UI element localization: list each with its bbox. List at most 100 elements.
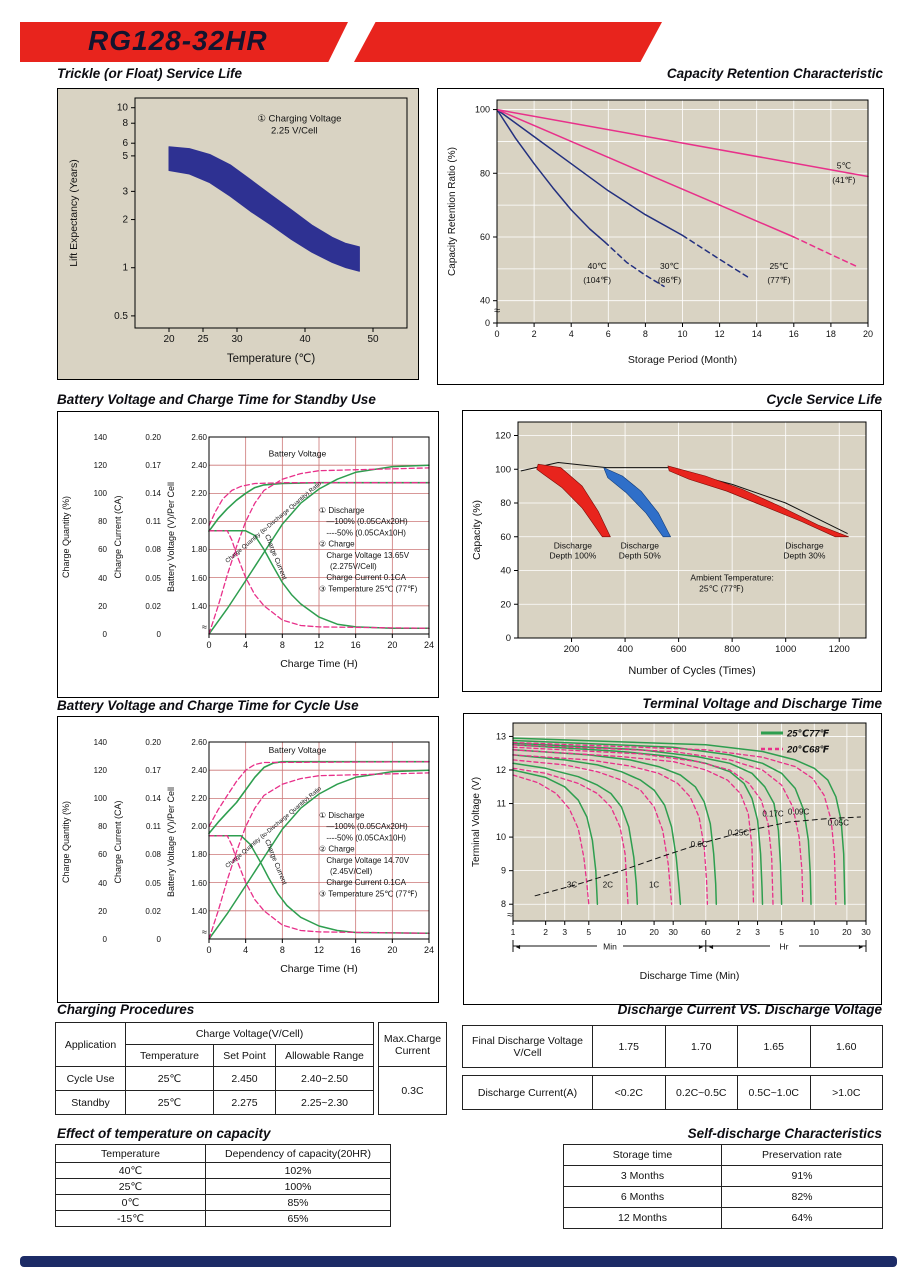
svg-text:40℃: 40℃ — [588, 261, 607, 271]
svg-text:Battery Voltage (V)/Per Cell: Battery Voltage (V)/Per Cell — [166, 482, 176, 592]
svg-text:60: 60 — [480, 232, 490, 242]
svg-text:③ Temperature 25℃ (77℉): ③ Temperature 25℃ (77℉) — [319, 584, 418, 593]
svg-text:8: 8 — [280, 945, 285, 955]
svg-text:20: 20 — [863, 329, 873, 339]
svg-text:2: 2 — [532, 329, 537, 339]
svg-text:6: 6 — [122, 138, 128, 149]
svg-text:0.20: 0.20 — [145, 433, 161, 442]
self-discharge-table: Storage time Preservation rate 3 Months … — [563, 1144, 883, 1229]
table-cell: 2.25~2.30 — [274, 1090, 375, 1115]
svg-text:----50% (0.05CAx10H): ----50% (0.05CAx10H) — [326, 528, 406, 537]
table-cell: 2.450 — [213, 1066, 276, 1091]
svg-text:20℃68℉: 20℃68℉ — [786, 745, 830, 756]
table-cell: 0.2C~0.5C — [664, 1075, 738, 1110]
svg-text:25: 25 — [197, 334, 209, 345]
svg-text:Charge Time (H): Charge Time (H) — [280, 658, 358, 670]
section-title-trickle: Trickle (or Float) Service Life — [57, 66, 243, 81]
svg-text:►: ► — [858, 944, 865, 951]
svg-text:30: 30 — [231, 334, 243, 345]
svg-text:Hr: Hr — [780, 942, 789, 952]
svg-text:0.17: 0.17 — [145, 766, 161, 775]
table-cell: Final Discharge Voltage V/Cell — [462, 1025, 593, 1068]
svg-text:1.40: 1.40 — [191, 907, 207, 916]
svg-text:60: 60 — [98, 850, 107, 859]
cycle-service-life-chart: 200 400 600 800 1000 1200 0 20 40 60 80 100 120 Numbe… — [462, 410, 882, 697]
svg-text:① Discharge: ① Discharge — [319, 506, 365, 515]
table-cell: Charge Voltage(V/Cell) — [124, 1022, 375, 1045]
table-cell: 82% — [721, 1186, 883, 1208]
svg-text:16: 16 — [789, 329, 799, 339]
svg-text:Depth 30%: Depth 30% — [783, 551, 825, 561]
svg-text:120: 120 — [94, 461, 108, 470]
section-title-discharge-voltage: Discharge Current VS. Discharge Voltage — [617, 1002, 882, 1017]
svg-text:0.11: 0.11 — [146, 822, 162, 831]
svg-text:40: 40 — [98, 879, 107, 888]
table-cell: 1.65 — [737, 1025, 811, 1068]
svg-text:20: 20 — [163, 334, 175, 345]
table-cell: 2.40~2.50 — [274, 1066, 375, 1091]
svg-text:Lift Expectancy (Years): Lift Expectancy (Years) — [68, 159, 80, 267]
table-cell: Preservation rate — [721, 1144, 883, 1166]
svg-text:5: 5 — [586, 927, 591, 937]
svg-text:0.20: 0.20 — [145, 738, 161, 747]
table-cell: 12 Months — [563, 1207, 722, 1229]
svg-text:≈: ≈ — [507, 910, 513, 921]
charging-procedures-max-current-grid: Max.Charge Current 0.3C — [378, 1022, 447, 1115]
svg-text:60: 60 — [500, 532, 511, 543]
svg-text:13: 13 — [496, 731, 506, 741]
table-cell: Standby — [55, 1090, 126, 1115]
table-cell: 25℃ — [125, 1066, 214, 1091]
svg-text:② Charge: ② Charge — [319, 845, 355, 854]
svg-text:① Discharge: ① Discharge — [319, 811, 365, 820]
svg-text:0.14: 0.14 — [145, 489, 161, 498]
svg-text:10: 10 — [117, 103, 129, 114]
svg-text:Capacity (%): Capacity (%) — [471, 500, 483, 560]
temperature-effect-table: Temperature Dependency of capacity(20HR)… — [55, 1144, 391, 1227]
svg-text:0: 0 — [506, 633, 511, 644]
svg-text:140: 140 — [94, 738, 108, 747]
svg-text:20: 20 — [500, 599, 511, 610]
table-cell: Application — [55, 1022, 126, 1067]
svg-text:12: 12 — [496, 765, 506, 775]
table-cell: 3 Months — [563, 1165, 722, 1187]
svg-text:100: 100 — [495, 464, 511, 475]
svg-text:30℃: 30℃ — [660, 261, 679, 271]
table-cell: Temperature — [55, 1144, 206, 1163]
svg-text:—100% (0.05CAx20H): —100% (0.05CAx20H) — [326, 822, 408, 831]
svg-text:Number of Cycles (Times): Number of Cycles (Times) — [628, 665, 755, 677]
svg-text:≈: ≈ — [202, 622, 207, 632]
header-red-band-left — [20, 22, 348, 62]
svg-text:1C: 1C — [649, 880, 659, 889]
svg-text:20: 20 — [842, 927, 852, 937]
svg-text:0.05C: 0.05C — [828, 818, 850, 827]
svg-text:2.20: 2.20 — [191, 794, 207, 803]
section-title-standby-charge: Battery Voltage and Charge Time for Stan… — [57, 392, 376, 407]
section-title-temperature-effect: Effect of temperature on capacity — [57, 1126, 271, 1141]
table-cell: Cycle Use — [55, 1066, 126, 1091]
svg-text:Charge Current 0.1CA: Charge Current 0.1CA — [326, 573, 406, 582]
svg-text:0.08: 0.08 — [145, 545, 161, 554]
svg-text:Depth 50%: Depth 50% — [619, 551, 661, 561]
svg-text:80: 80 — [480, 168, 490, 178]
svg-text:2.60: 2.60 — [191, 738, 207, 747]
section-title-cycle-life: Cycle Service Life — [766, 392, 882, 407]
svg-text:0.14: 0.14 — [145, 794, 161, 803]
table-cell: 1.75 — [592, 1025, 666, 1068]
svg-text:Discharge: Discharge — [621, 541, 660, 551]
svg-text:≈: ≈ — [494, 305, 500, 317]
svg-text:14: 14 — [752, 329, 762, 339]
svg-text:8: 8 — [643, 329, 648, 339]
table-cell: 0.3C — [378, 1066, 447, 1115]
svg-text:24: 24 — [424, 640, 434, 650]
table-cell: 1.60 — [809, 1025, 883, 1068]
svg-text:0: 0 — [206, 945, 211, 955]
svg-text:20: 20 — [387, 640, 397, 650]
svg-text:2.25 V/Cell: 2.25 V/Cell — [271, 125, 317, 136]
svg-text:0.02: 0.02 — [145, 602, 161, 611]
svg-text:20: 20 — [98, 602, 107, 611]
svg-text:12: 12 — [314, 640, 324, 650]
svg-text:0.05: 0.05 — [145, 574, 161, 583]
svg-text:2: 2 — [122, 215, 128, 226]
table-cell: 100% — [205, 1178, 391, 1195]
svg-text:1000: 1000 — [775, 644, 796, 655]
